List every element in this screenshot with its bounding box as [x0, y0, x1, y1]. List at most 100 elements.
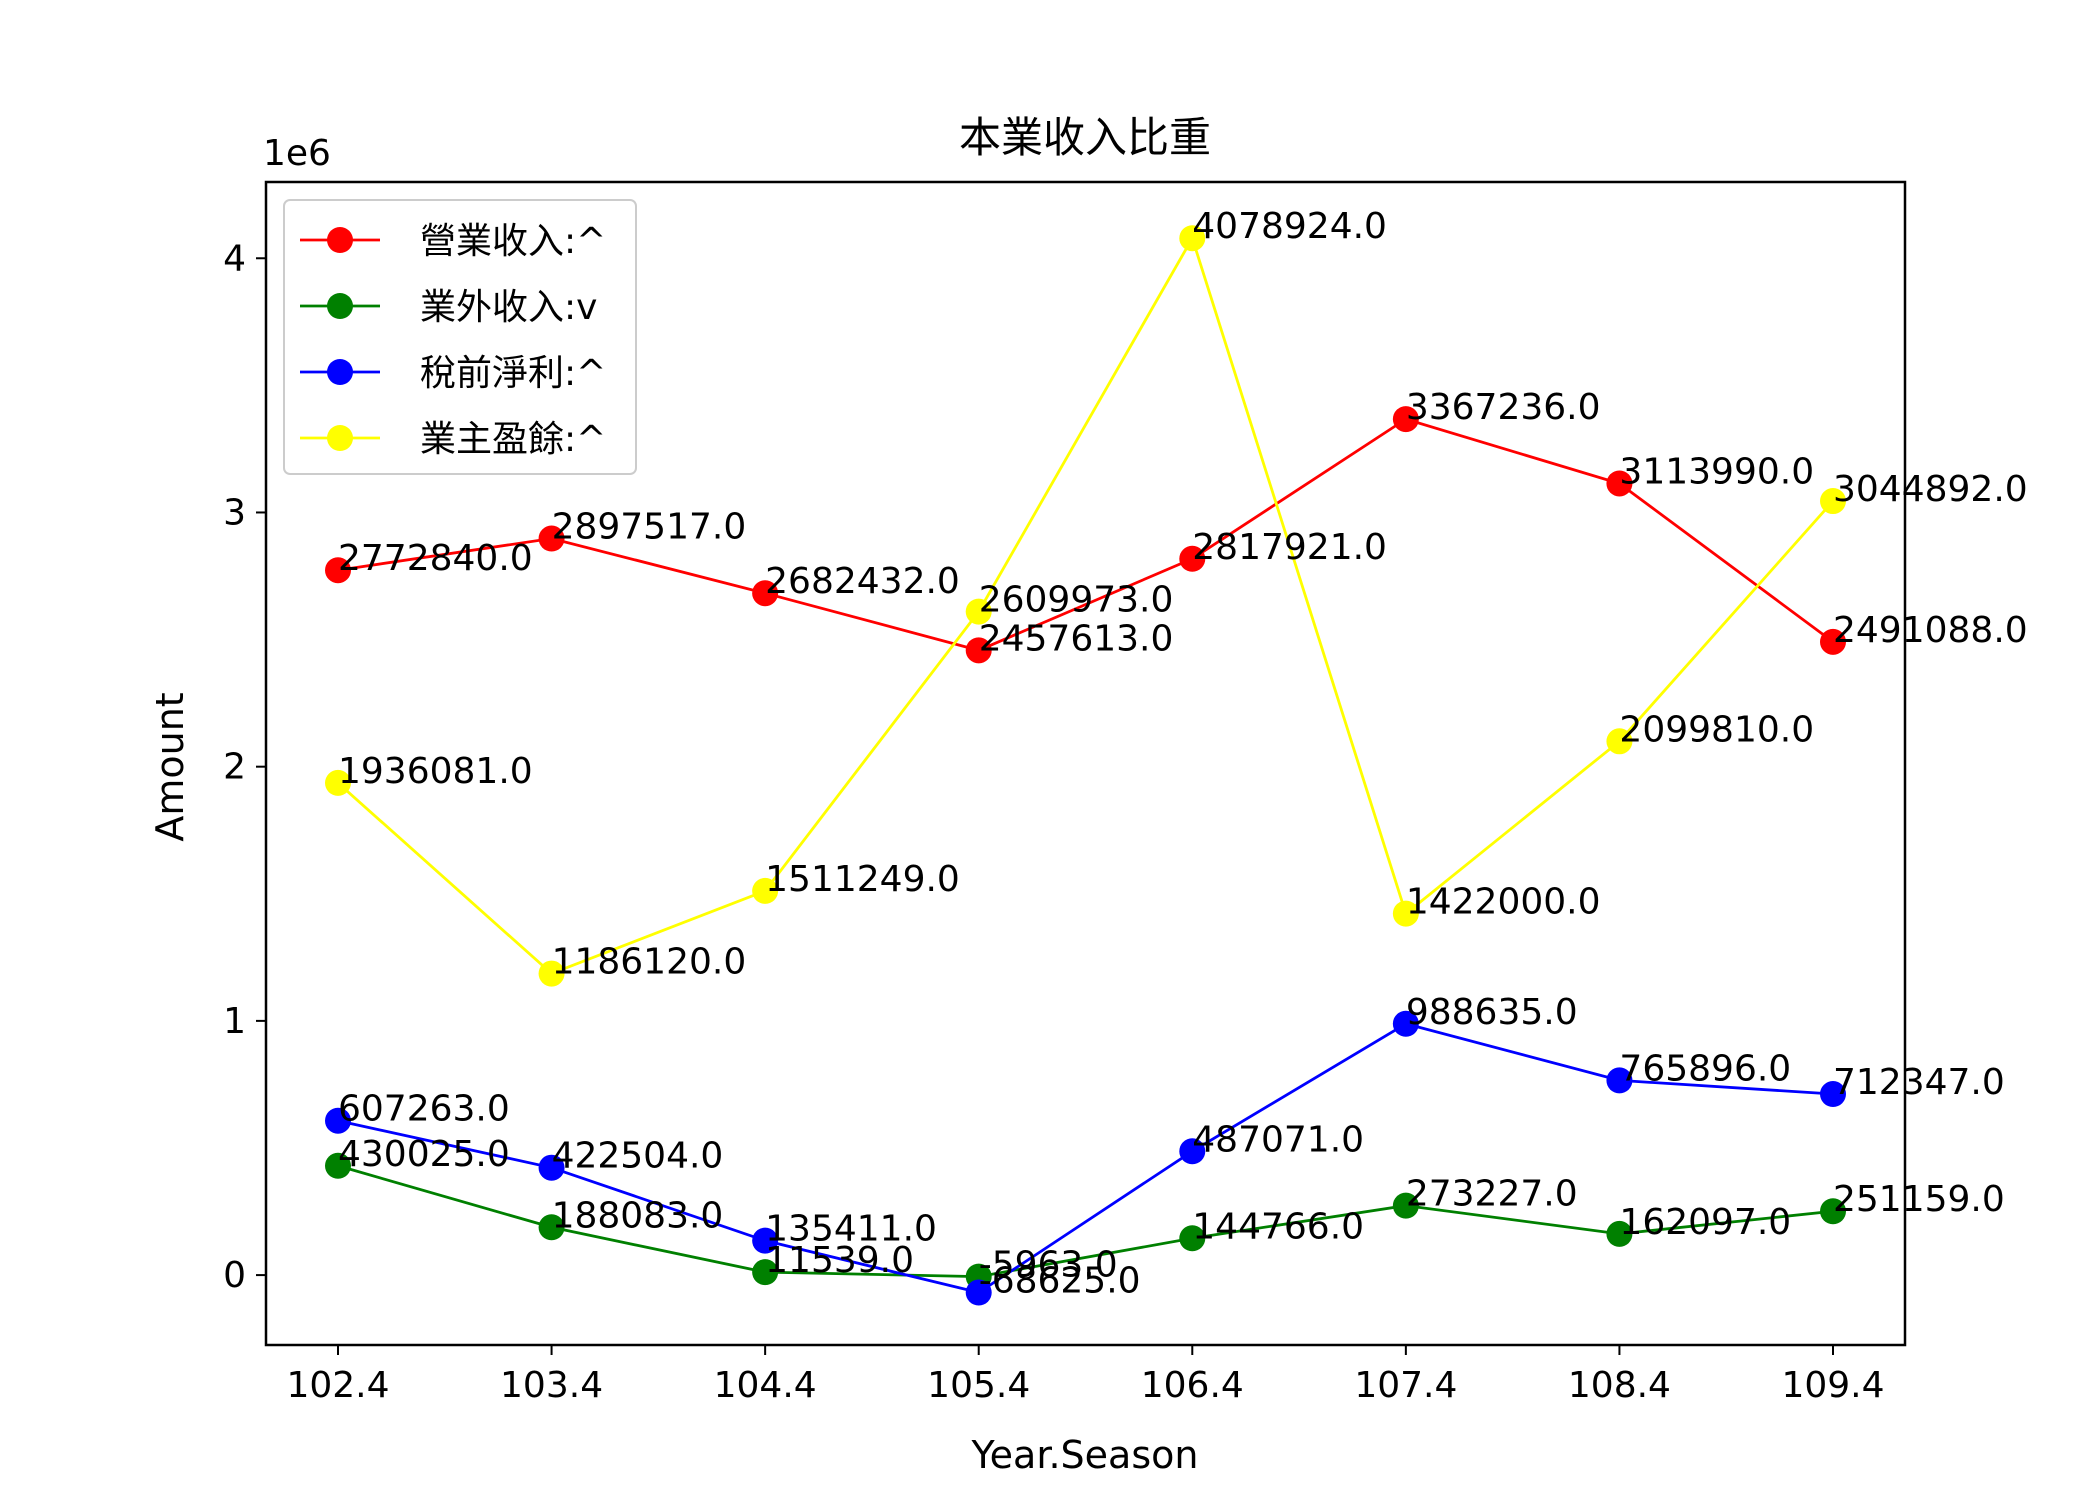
data-point [1179, 1225, 1206, 1252]
series-line [337, 1164, 1834, 1279]
data-point [752, 1259, 779, 1286]
data-point [1392, 406, 1419, 433]
data-point [538, 525, 565, 552]
data-label: 765896.0 [1619, 1048, 1791, 1089]
x-tick-label: 109.4 [1781, 1365, 1884, 1406]
data-label: 3367236.0 [1406, 387, 1601, 428]
data-labels: 2772840.0 2897517.0 2682432.0 2457613.0 2817… [338, 206, 2028, 1301]
data-point [1179, 545, 1206, 572]
legend-marker [327, 227, 353, 253]
data-label: 487071.0 [1192, 1119, 1364, 1160]
data-point [1820, 1198, 1846, 1225]
data-label: 1936081.0 [338, 751, 533, 792]
data-label: 988635.0 [1406, 992, 1578, 1033]
data-label: -68625.0 [979, 1261, 1141, 1302]
data-point [965, 637, 992, 664]
y-offset-text: 1e6 [263, 133, 331, 174]
data-point [752, 1227, 779, 1254]
x-tick-label: 103.4 [500, 1365, 603, 1406]
x-tick-label: 107.4 [1354, 1365, 1457, 1406]
y-axis-label: Amount [148, 692, 192, 841]
data-point [1392, 1010, 1419, 1037]
series-line [337, 234, 1835, 976]
chart-title: 本業收入比重 [959, 113, 1211, 162]
data-label: 430025.0 [338, 1134, 510, 1175]
data-label: 2897517.0 [552, 507, 747, 548]
series-layer [325, 225, 1846, 1306]
data-label: 1422000.0 [1406, 882, 1601, 923]
legend-marker [327, 293, 353, 319]
data-point [752, 580, 779, 607]
data-point [752, 877, 779, 904]
legend-label: 業外收入:v [420, 287, 597, 328]
data-point [965, 1279, 992, 1306]
y-tick-label: 3 [223, 492, 246, 533]
data-label: 144766.0 [1192, 1206, 1364, 1247]
series-line [337, 417, 1834, 652]
data-label: -5963.0 [979, 1245, 1118, 1286]
y-tick-label: 1 [223, 1001, 246, 1042]
data-point [538, 960, 565, 987]
data-label: 607263.0 [338, 1089, 510, 1130]
data-point [1392, 900, 1419, 927]
data-point [1820, 1081, 1846, 1108]
x-tick-label: 108.4 [1568, 1365, 1671, 1406]
data-label: 712347.0 [1833, 1062, 2005, 1103]
series-line [337, 1022, 1834, 1295]
data-point [1820, 488, 1846, 515]
data-label: 188083.0 [552, 1195, 724, 1236]
data-point [325, 1152, 351, 1179]
data-label: 2682432.0 [765, 561, 960, 602]
x-tick-label: 105.4 [927, 1365, 1030, 1406]
y-tick-label: 2 [223, 747, 246, 788]
x-tick-label: 104.4 [714, 1365, 817, 1406]
data-label: 251159.0 [1833, 1179, 2005, 1220]
legend-label: 稅前淨利:^ [420, 353, 606, 394]
data-label: 3113990.0 [1619, 451, 1814, 492]
x-axis-label: Year.Season [971, 1433, 1199, 1477]
data-point [1606, 1220, 1633, 1247]
data-label: 2099810.0 [1619, 709, 1814, 750]
y-tick-label: 4 [223, 238, 246, 279]
data-point [1606, 1067, 1633, 1094]
data-label: 2772840.0 [338, 538, 533, 579]
data-label: 422504.0 [552, 1136, 724, 1177]
x-tick-label: 102.4 [286, 1365, 389, 1406]
data-label: 1511249.0 [765, 859, 960, 900]
data-label: 162097.0 [1619, 1202, 1791, 1243]
data-point [1179, 1138, 1206, 1165]
plot-frame [264, 180, 1907, 1347]
legend: 營業收入:^ 業外收入:v 稅前淨利:^ 業主盈餘:^ [283, 199, 637, 475]
data-label: 11539.0 [765, 1240, 914, 1281]
data-label: 4078924.0 [1192, 206, 1387, 247]
data-label: 1186120.0 [552, 942, 747, 983]
data-point [325, 557, 351, 584]
axis-ticks: 102.4 103.4 104.4 105.4 106.4 107.4 108.4 109.4… [223, 238, 1884, 1406]
data-label: 2491088.0 [1833, 610, 2028, 651]
data-point [1392, 1192, 1419, 1219]
data-point [325, 1107, 351, 1134]
data-label: 3044892.0 [1833, 469, 2028, 510]
data-point [1820, 628, 1846, 655]
legend-marker [327, 425, 353, 451]
legend-label: 業主盈餘:^ [420, 419, 606, 460]
data-label: 135411.0 [765, 1209, 937, 1250]
data-point [1179, 225, 1206, 252]
y-tick-label: 0 [223, 1255, 246, 1296]
legend-label: 營業收入:^ [420, 221, 606, 262]
data-point [965, 598, 992, 625]
data-label: 2609973.0 [979, 580, 1174, 621]
data-point [538, 1214, 565, 1241]
legend-box [283, 199, 637, 475]
data-point [325, 769, 351, 796]
data-label: 273227.0 [1406, 1174, 1578, 1215]
data-label: 2817921.0 [1192, 527, 1387, 568]
x-tick-label: 106.4 [1141, 1365, 1244, 1406]
data-point [1606, 728, 1633, 755]
data-point [1606, 470, 1633, 497]
data-point [538, 1154, 565, 1181]
data-label: 2457613.0 [979, 618, 1174, 659]
legend-marker [327, 359, 353, 385]
